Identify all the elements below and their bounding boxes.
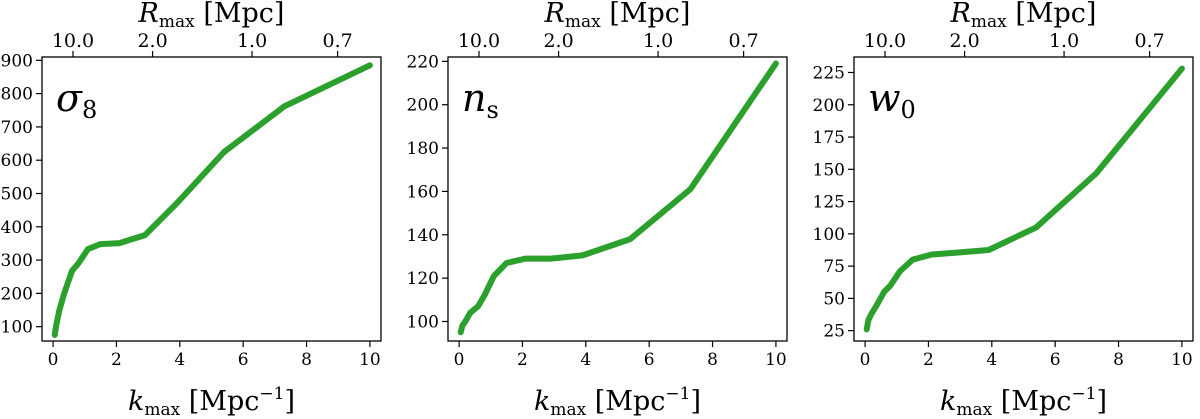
top-x-axis-title: Rmax [Mpc] xyxy=(950,0,1097,32)
y-tick-label: 100 xyxy=(1,318,33,338)
x-tick-label: 2 xyxy=(923,350,934,370)
x-axis-title: kmax [Mpc−1] xyxy=(940,384,1107,419)
plot-frame xyxy=(447,56,788,342)
panel-ns: 0 2 4 6 8 10 100 120 140 160 180 200 220 10.0 2.0 1.0 0.… xyxy=(407,0,788,419)
y-tick-label: 140 xyxy=(407,226,439,246)
x-tick-label: 8 xyxy=(707,350,718,370)
top-x-tick-label: 1.0 xyxy=(237,30,267,52)
panel-label: σ8 xyxy=(56,76,97,124)
y-tick-label: 200 xyxy=(407,96,439,116)
y-tick-label: 225 xyxy=(813,63,845,83)
y-tick-label: 120 xyxy=(407,269,439,289)
top-x-tick-label: 10.0 xyxy=(458,30,500,52)
panel-label: ns xyxy=(462,76,499,124)
top-x-tick-label: 2.0 xyxy=(949,30,979,52)
y-tick-label: 500 xyxy=(1,185,33,205)
y-tick-label: 125 xyxy=(813,193,845,213)
y-tick-label: 75 xyxy=(823,257,845,277)
y-tick-label: 160 xyxy=(407,182,439,202)
top-x-axis-title: Rmax [Mpc] xyxy=(544,0,691,32)
y-tick-label: 175 xyxy=(813,128,845,148)
y-tick-label: 150 xyxy=(813,160,845,180)
top-x-tick-label: 2.0 xyxy=(543,30,573,52)
x-tick-label: 2 xyxy=(111,350,122,370)
series-line xyxy=(863,65,1185,333)
y-tick-label: 200 xyxy=(1,284,33,304)
x-tick-label: 0 xyxy=(860,350,871,370)
x-tick-label: 4 xyxy=(580,350,591,370)
x-tick-label: 10 xyxy=(1171,350,1193,370)
series-line xyxy=(457,60,779,336)
panel-w0: 0 2 4 6 8 10 25 50 75 100 125 150 175 200 225 10.0 2.0 1.… xyxy=(813,0,1194,419)
y-tick-label: 100 xyxy=(813,225,845,245)
y-tick-label: 900 xyxy=(1,51,33,71)
top-x-tick-label: 10.0 xyxy=(52,30,94,52)
top-x-tick-label: 1.0 xyxy=(643,30,673,52)
y-tick-label: 100 xyxy=(407,312,439,332)
x-tick-label: 8 xyxy=(1113,350,1124,370)
x-tick-label: 0 xyxy=(48,350,59,370)
top-x-tick-label: 0.7 xyxy=(322,30,352,52)
y-tick-label: 300 xyxy=(1,251,33,271)
top-x-tick-label: 0.7 xyxy=(728,30,758,52)
y-tick-label: 220 xyxy=(407,52,439,72)
x-tick-label: 4 xyxy=(174,350,185,370)
y-tick-label: 400 xyxy=(1,218,33,238)
top-x-tick-label: 2.0 xyxy=(137,30,167,52)
x-tick-label: 8 xyxy=(301,350,312,370)
x-tick-label: 0 xyxy=(454,350,465,370)
y-tick-label: 50 xyxy=(823,289,845,309)
x-tick-label: 2 xyxy=(517,350,528,370)
plot-frame xyxy=(853,56,1194,342)
top-x-tick-label: 0.7 xyxy=(1134,30,1164,52)
y-tick-label: 600 xyxy=(1,151,33,171)
top-x-tick-label: 1.0 xyxy=(1049,30,1079,52)
y-tick-label: 25 xyxy=(823,322,845,342)
plot-frame xyxy=(41,56,382,342)
x-tick-label: 6 xyxy=(644,350,655,370)
x-tick-label: 6 xyxy=(1050,350,1061,370)
top-x-axis-title: Rmax [Mpc] xyxy=(138,0,285,32)
x-axis-title: kmax [Mpc−1] xyxy=(534,384,701,419)
y-tick-label: 180 xyxy=(407,139,439,159)
x-tick-label: 10 xyxy=(765,350,787,370)
series-line xyxy=(51,62,373,338)
x-tick-label: 4 xyxy=(986,350,997,370)
panel-sigma8: 0 2 4 6 8 10 100 200 300 400 500 600 700 800 900 10.0 2.… xyxy=(1,0,382,419)
x-tick-label: 10 xyxy=(359,350,381,370)
y-tick-label: 200 xyxy=(813,96,845,116)
y-tick-label: 800 xyxy=(1,85,33,105)
x-axis-title: kmax [Mpc−1] xyxy=(128,384,295,419)
panel-label: w0 xyxy=(868,76,916,124)
top-x-tick-label: 10.0 xyxy=(864,30,906,52)
y-tick-label: 700 xyxy=(1,118,33,138)
x-tick-label: 6 xyxy=(238,350,249,370)
